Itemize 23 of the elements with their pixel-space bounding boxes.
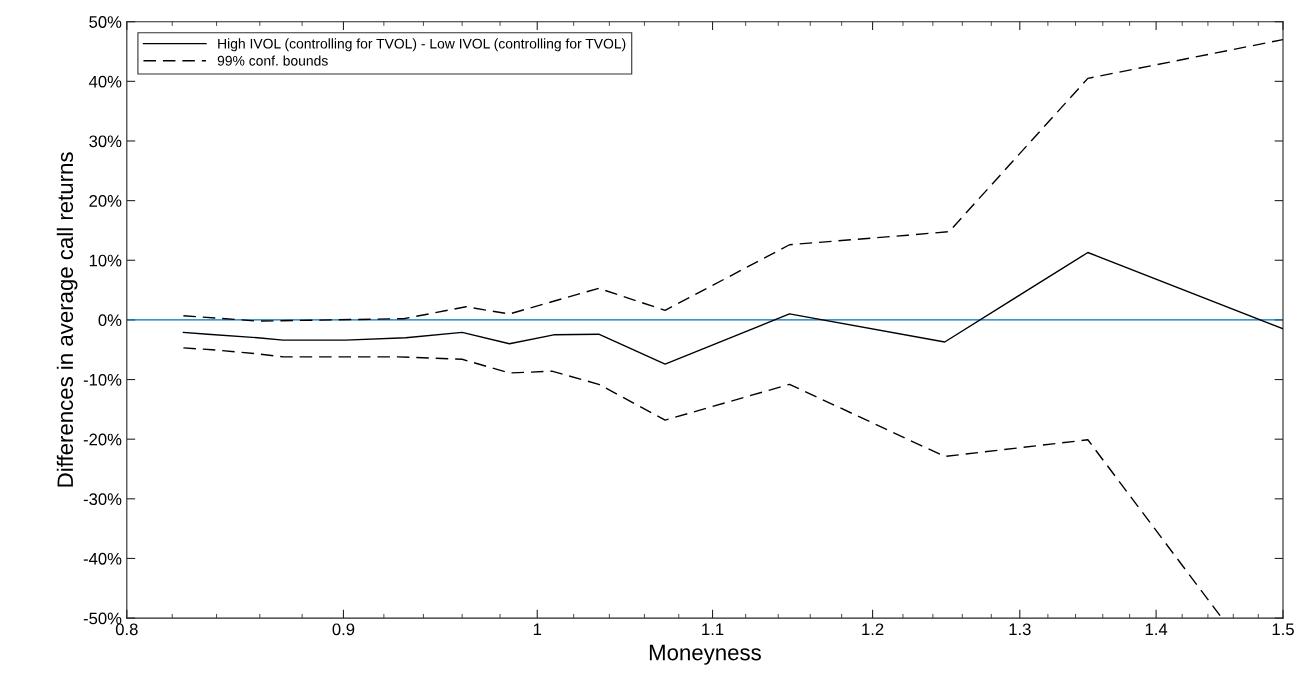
y-tick-label: 20% [89,195,122,207]
x-tick-label: 0.9 [332,623,355,636]
y-tick-label: -50% [83,612,122,625]
x-tick-label: 1.3 [1009,623,1031,636]
y-tick-label: 50% [89,16,122,28]
y-axis-title: Differences in average call returns [56,152,78,487]
y-tick-label: 40% [88,75,122,88]
x-tick-label: 1.4 [1145,623,1168,636]
y-tick-label: -10% [83,373,122,386]
y-tick-label: 0% [98,314,122,327]
x-tick-label: 0.8 [115,623,138,636]
x-tick-label: 1.5 [1272,623,1294,636]
x-tick-label: 1 [533,623,542,636]
x-axis-title: Moneyness [649,644,761,665]
y-tick-label: -30% [83,493,122,506]
x-tick-label: 1.2 [862,623,884,636]
y-tick-label: -40% [83,552,122,565]
y-tick-label: 30% [89,135,122,148]
y-tick-label: 10% [89,254,122,267]
legend-label: 99% conf. bounds [217,55,328,66]
legend-label: High IVOL (controlling for TVOL) - Low IVOL (controlling for TVOL) [218,38,626,52]
x-tick-label: 1.1 [702,623,724,636]
y-tick-label: -20% [83,433,122,446]
